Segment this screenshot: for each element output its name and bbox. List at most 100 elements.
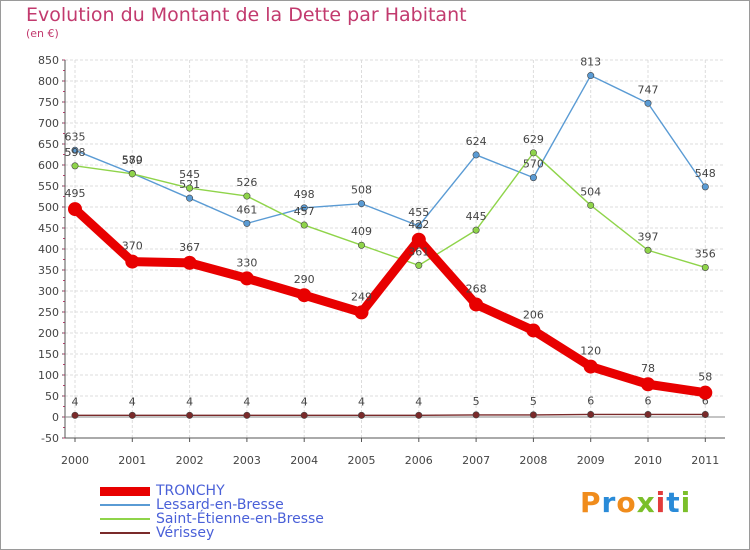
data-label-0: 330 xyxy=(236,256,257,269)
x-tick-label: 2011 xyxy=(691,454,719,467)
data-label-0: 268 xyxy=(466,282,487,295)
series-line-2 xyxy=(74,152,706,269)
x-tick-label: 2007 xyxy=(462,454,490,467)
data-label-2: 545 xyxy=(179,168,200,181)
data-label-1: 548 xyxy=(695,167,716,180)
logo-letter: r xyxy=(601,486,617,519)
data-label-1: 813 xyxy=(580,56,601,69)
data-label-3: 5 xyxy=(530,395,537,408)
data-label-2: 526 xyxy=(236,176,257,189)
data-label-3: 6 xyxy=(587,394,594,407)
y-tick-label: 450 xyxy=(38,222,59,235)
data-label-0: 370 xyxy=(122,240,143,253)
legend-swatch-tronchy xyxy=(100,486,150,496)
x-tick-label: 2009 xyxy=(577,454,605,467)
data-point-3 xyxy=(415,411,423,419)
data-label-1: 635 xyxy=(65,130,86,143)
y-tick-label: 100 xyxy=(38,369,59,382)
data-point-0 xyxy=(239,271,254,286)
data-point-0 xyxy=(526,323,541,338)
data-point-3 xyxy=(701,410,709,418)
data-label-0: 58 xyxy=(698,371,712,384)
data-label-3: 5 xyxy=(473,395,480,408)
legend-swatch-saint-etienne xyxy=(100,518,150,520)
data-point-2 xyxy=(243,192,251,200)
chart-legend: TRONCHY Lessard-en-Bresse Saint-Étienne-… xyxy=(100,484,324,540)
legend-item-tronchy: TRONCHY xyxy=(100,484,324,498)
data-label-1: 461 xyxy=(236,203,257,216)
data-point-3 xyxy=(128,411,136,419)
y-tick-label: 250 xyxy=(38,306,59,319)
data-label-1: 455 xyxy=(408,206,429,219)
data-label-1: 747 xyxy=(638,83,659,96)
data-label-2: 457 xyxy=(294,205,315,218)
x-tick-label: 2005 xyxy=(348,454,376,467)
data-point-2 xyxy=(186,184,194,192)
data-label-0: 78 xyxy=(641,362,655,375)
data-label-3: 4 xyxy=(415,395,422,408)
data-label-0: 495 xyxy=(65,187,86,200)
proxiti-logo: Proxiti xyxy=(580,486,691,519)
series-line-3 xyxy=(74,413,706,417)
data-point-1 xyxy=(243,219,251,227)
data-point-0 xyxy=(583,359,598,374)
logo-letter: P xyxy=(580,486,602,519)
data-point-2 xyxy=(71,162,79,170)
y-tick-label: 0 xyxy=(52,411,59,424)
data-label-2: 629 xyxy=(523,133,544,146)
data-label-3: 4 xyxy=(129,395,136,408)
data-label-0: 290 xyxy=(294,273,315,286)
legend-item-saint-etienne: Saint-Étienne-en-Bresse xyxy=(100,512,324,526)
data-point-2 xyxy=(357,241,365,249)
y-tick-label: 150 xyxy=(38,348,59,361)
data-point-3 xyxy=(644,410,652,418)
x-tick-label: 2008 xyxy=(519,454,547,467)
data-point-3 xyxy=(529,411,537,419)
data-label-2: 397 xyxy=(638,230,659,243)
y-tick-label: 750 xyxy=(38,96,59,109)
legend-label-tronchy: TRONCHY xyxy=(156,483,225,499)
data-label-3: 4 xyxy=(186,395,193,408)
data-point-2 xyxy=(644,246,652,254)
data-point-2 xyxy=(701,263,709,271)
data-label-0: 367 xyxy=(179,241,200,254)
x-tick-label: 2000 xyxy=(61,454,89,467)
logo-letter: x xyxy=(636,486,656,519)
data-label-1: 508 xyxy=(351,184,372,197)
data-label-1: 498 xyxy=(294,188,315,201)
data-point-2 xyxy=(415,261,423,269)
y-tick-label: 200 xyxy=(38,327,59,340)
data-label-0: 249 xyxy=(351,290,372,303)
data-point-1 xyxy=(186,194,194,202)
data-point-0 xyxy=(641,377,655,392)
data-point-1 xyxy=(357,200,365,208)
series-line-1 xyxy=(74,74,706,227)
data-point-2 xyxy=(472,226,480,234)
logo-letter: t xyxy=(666,486,681,519)
x-tick-label: 2006 xyxy=(405,454,433,467)
legend-swatch-lessard xyxy=(100,504,150,506)
x-tick-label: 2003 xyxy=(233,454,261,467)
data-point-3 xyxy=(357,411,365,419)
legend-swatch-verissey xyxy=(100,532,150,534)
data-point-0 xyxy=(68,202,82,217)
data-point-1 xyxy=(300,204,308,212)
logo-letter: i xyxy=(655,486,667,519)
y-tick-label: 700 xyxy=(38,117,59,130)
data-point-0 xyxy=(125,254,140,269)
data-label-0: 206 xyxy=(523,308,544,321)
data-point-3 xyxy=(472,411,480,419)
data-label-3: 4 xyxy=(243,395,250,408)
chart-title: Evolution du Montant de la Dette par Hab… xyxy=(26,4,467,26)
y-tick-label: 50 xyxy=(45,390,59,403)
y-tick-label: 850 xyxy=(38,54,59,67)
y-tick-label: 500 xyxy=(38,201,59,214)
y-tick-label: 600 xyxy=(38,159,59,172)
data-label-2: 445 xyxy=(466,210,487,223)
data-point-3 xyxy=(71,411,79,419)
y-tick-label: 300 xyxy=(38,285,59,298)
y-tick-label: 800 xyxy=(38,75,59,88)
data-label-3: 4 xyxy=(358,395,365,408)
data-point-1 xyxy=(587,72,595,80)
